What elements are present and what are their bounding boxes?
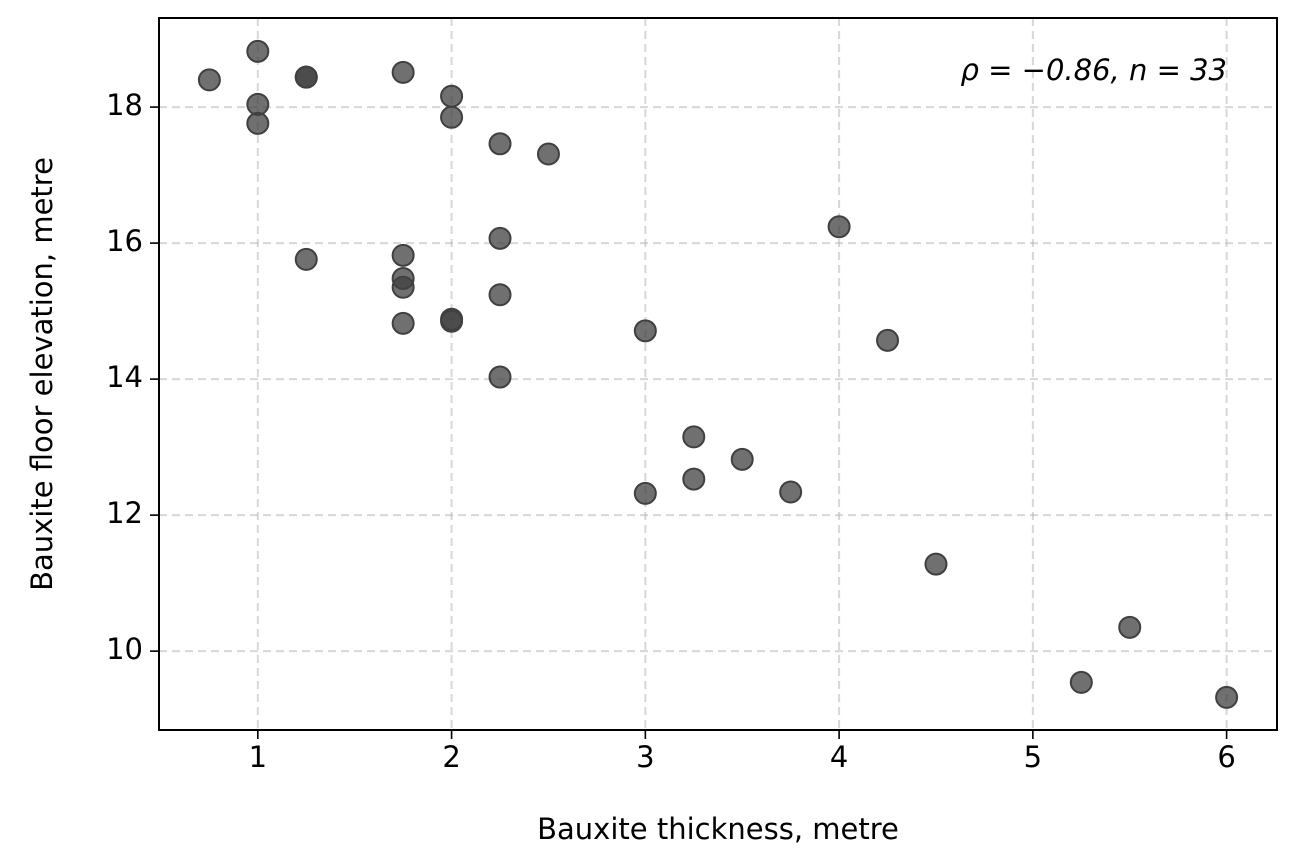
point <box>391 60 415 84</box>
point <box>294 65 318 89</box>
point <box>488 226 512 250</box>
point <box>633 481 657 505</box>
point <box>827 215 851 239</box>
point <box>876 328 900 352</box>
y-tick-label: 12 <box>106 496 143 530</box>
point <box>924 552 948 576</box>
x-axis-label: Bauxite thickness, metre <box>537 812 899 846</box>
y-tick-label: 16 <box>106 224 143 258</box>
point <box>246 39 270 63</box>
x-tick-label: 3 <box>636 740 654 774</box>
y-axis-label: Bauxite floor elevation, metre <box>25 157 59 591</box>
annotation: ρ = −0.86, n = 33 <box>961 53 1227 87</box>
point <box>730 447 754 471</box>
point <box>682 467 706 491</box>
point <box>488 132 512 156</box>
point <box>1118 615 1142 639</box>
y-tick-label: 14 <box>106 360 143 394</box>
x-tick-label: 4 <box>830 740 848 774</box>
point <box>391 243 415 267</box>
point <box>633 319 657 343</box>
point <box>391 275 415 299</box>
point <box>1215 685 1239 709</box>
point <box>246 92 270 116</box>
point <box>197 68 221 92</box>
x-tick-label: 1 <box>249 740 267 774</box>
point <box>1069 670 1093 694</box>
x-tick-label: 5 <box>1024 740 1042 774</box>
point <box>440 84 464 108</box>
point <box>682 425 706 449</box>
point <box>440 105 464 129</box>
plot-frame <box>158 17 1278 731</box>
point <box>536 142 560 166</box>
x-tick-label: 2 <box>442 740 460 774</box>
point <box>488 365 512 389</box>
x-tick-label: 6 <box>1217 740 1235 774</box>
point <box>440 309 464 333</box>
point <box>294 247 318 271</box>
y-tick-label: 18 <box>106 88 143 122</box>
y-tick-label: 10 <box>106 632 143 666</box>
point <box>488 283 512 307</box>
point <box>391 311 415 335</box>
point <box>246 111 270 135</box>
point <box>779 480 803 504</box>
